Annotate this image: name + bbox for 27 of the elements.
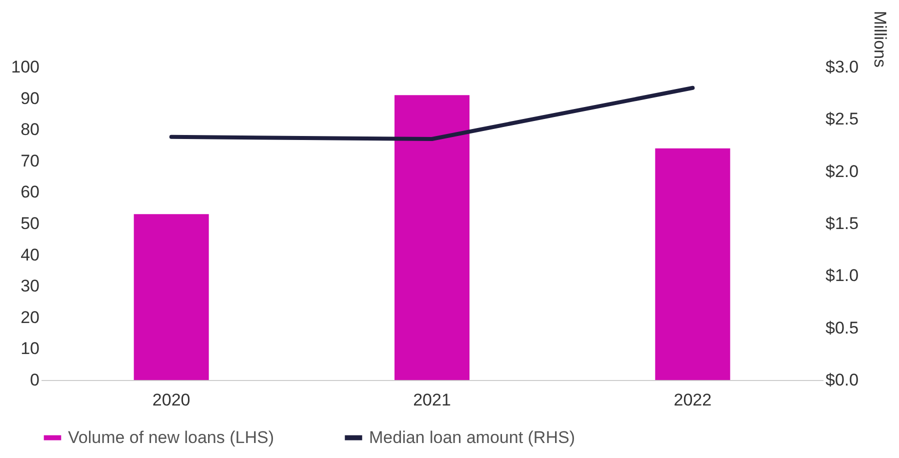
x-tick-label: 2022	[674, 390, 712, 410]
y-tick-label: 100	[11, 58, 40, 76]
y2-axis-title: Millions	[870, 10, 890, 68]
bar	[134, 214, 209, 380]
y-tick-label: 30	[20, 276, 40, 296]
y2-tick-label: $2.5	[826, 110, 859, 129]
y-tick-label: 0	[30, 370, 40, 390]
y2-tick-label: $0.0	[826, 370, 859, 390]
y-tick-label: 60	[20, 182, 40, 202]
y2-tick-label: $1.5	[826, 214, 859, 233]
y-tick-label: 50	[20, 214, 40, 233]
y-tick-label: 10	[20, 339, 40, 358]
y-tick-label: 20	[20, 308, 40, 327]
bar	[655, 148, 730, 380]
legend-label: Median loan amount (RHS)	[369, 428, 575, 447]
x-tick-label: 2020	[152, 390, 190, 410]
bar	[394, 95, 470, 380]
y-tick-label: 90	[20, 88, 40, 108]
y2-tick-label: $1.0	[826, 266, 859, 286]
x-tick-label: 2021	[413, 390, 451, 410]
y2-tick-label: $0.5	[826, 318, 859, 338]
y2-tick-label: $2.0	[826, 162, 859, 181]
y-tick-label: 70	[20, 151, 40, 170]
legend-label: Volume of new loans (LHS)	[68, 428, 274, 447]
y-tick-label: 40	[20, 245, 40, 264]
y-tick-label: 80	[20, 120, 40, 140]
y2-tick-label: $3.0	[826, 58, 859, 76]
